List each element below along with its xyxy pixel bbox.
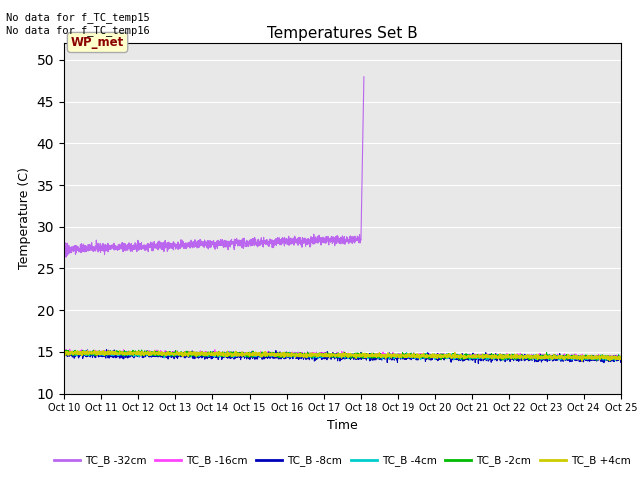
TC_B -16cm [490, 355, 498, 360]
TC_B +4cm [95, 352, 103, 358]
Line: TC_B -8cm: TC_B -8cm [64, 350, 621, 363]
TC_B -8cm [234, 350, 241, 356]
TC_B -2cm [490, 355, 498, 360]
TC_B -16cm [617, 355, 625, 361]
TC_B -16cm [95, 350, 103, 356]
TC_B -32cm [95, 248, 103, 253]
TC_B +4cm [445, 354, 452, 360]
TC_B +4cm [127, 351, 134, 357]
TC_B -2cm [95, 349, 103, 355]
TC_B +4cm [617, 354, 625, 360]
TC_B -16cm [445, 352, 452, 358]
TC_B -4cm [95, 350, 103, 356]
TC_B -8cm [95, 351, 103, 357]
X-axis label: Time: Time [327, 419, 358, 432]
Title: Temperatures Set B: Temperatures Set B [267, 25, 418, 41]
TC_B +4cm [490, 353, 498, 359]
Text: WP_met: WP_met [71, 36, 124, 49]
TC_B -8cm [60, 352, 68, 358]
TC_B -2cm [445, 354, 452, 360]
TC_B -4cm [127, 352, 135, 358]
Line: TC_B -32cm: TC_B -32cm [64, 77, 364, 257]
TC_B -32cm [233, 239, 241, 244]
TC_B -8cm [127, 350, 135, 356]
TC_B -32cm [127, 242, 135, 248]
TC_B -8cm [490, 355, 498, 360]
TC_B -4cm [611, 358, 619, 363]
TC_B -16cm [60, 351, 68, 357]
TC_B -32cm [60, 244, 68, 250]
Text: No data for f_TC_temp15: No data for f_TC_temp15 [6, 12, 150, 23]
TC_B -2cm [127, 352, 135, 358]
TC_B -4cm [234, 352, 241, 358]
TC_B -4cm [445, 353, 452, 359]
TC_B -16cm [234, 350, 241, 356]
TC_B -8cm [474, 360, 482, 366]
TC_B -4cm [617, 356, 625, 362]
Legend: TC_B -32cm, TC_B -16cm, TC_B -8cm, TC_B -4cm, TC_B -2cm, TC_B +4cm: TC_B -32cm, TC_B -16cm, TC_B -8cm, TC_B … [50, 451, 635, 470]
TC_B -8cm [617, 358, 625, 364]
TC_B +4cm [127, 350, 135, 356]
TC_B -32cm [126, 242, 134, 248]
Y-axis label: Temperature (C): Temperature (C) [18, 168, 31, 269]
TC_B -4cm [60, 349, 68, 355]
TC_B -16cm [127, 350, 134, 356]
TC_B +4cm [60, 350, 68, 356]
TC_B -16cm [615, 357, 623, 363]
TC_B -2cm [138, 347, 145, 353]
TC_B -16cm [66, 347, 74, 352]
Line: TC_B -16cm: TC_B -16cm [64, 349, 621, 360]
TC_B -8cm [102, 347, 110, 353]
TC_B -2cm [126, 350, 134, 356]
TC_B -8cm [445, 353, 452, 359]
TC_B -4cm [490, 355, 498, 361]
Line: TC_B -2cm: TC_B -2cm [64, 350, 621, 360]
TC_B -2cm [593, 358, 600, 363]
TC_B -16cm [127, 349, 135, 355]
Text: No data for f_TC_temp16: No data for f_TC_temp16 [6, 25, 150, 36]
Line: TC_B +4cm: TC_B +4cm [64, 350, 621, 361]
Line: TC_B -4cm: TC_B -4cm [64, 350, 621, 360]
TC_B -8cm [127, 351, 134, 357]
TC_B +4cm [84, 348, 92, 353]
TC_B +4cm [579, 359, 586, 364]
TC_B -4cm [81, 348, 89, 353]
TC_B +4cm [234, 351, 241, 357]
TC_B -2cm [60, 350, 68, 356]
TC_B -4cm [127, 351, 134, 357]
TC_B -2cm [617, 355, 625, 360]
TC_B -2cm [234, 351, 241, 357]
